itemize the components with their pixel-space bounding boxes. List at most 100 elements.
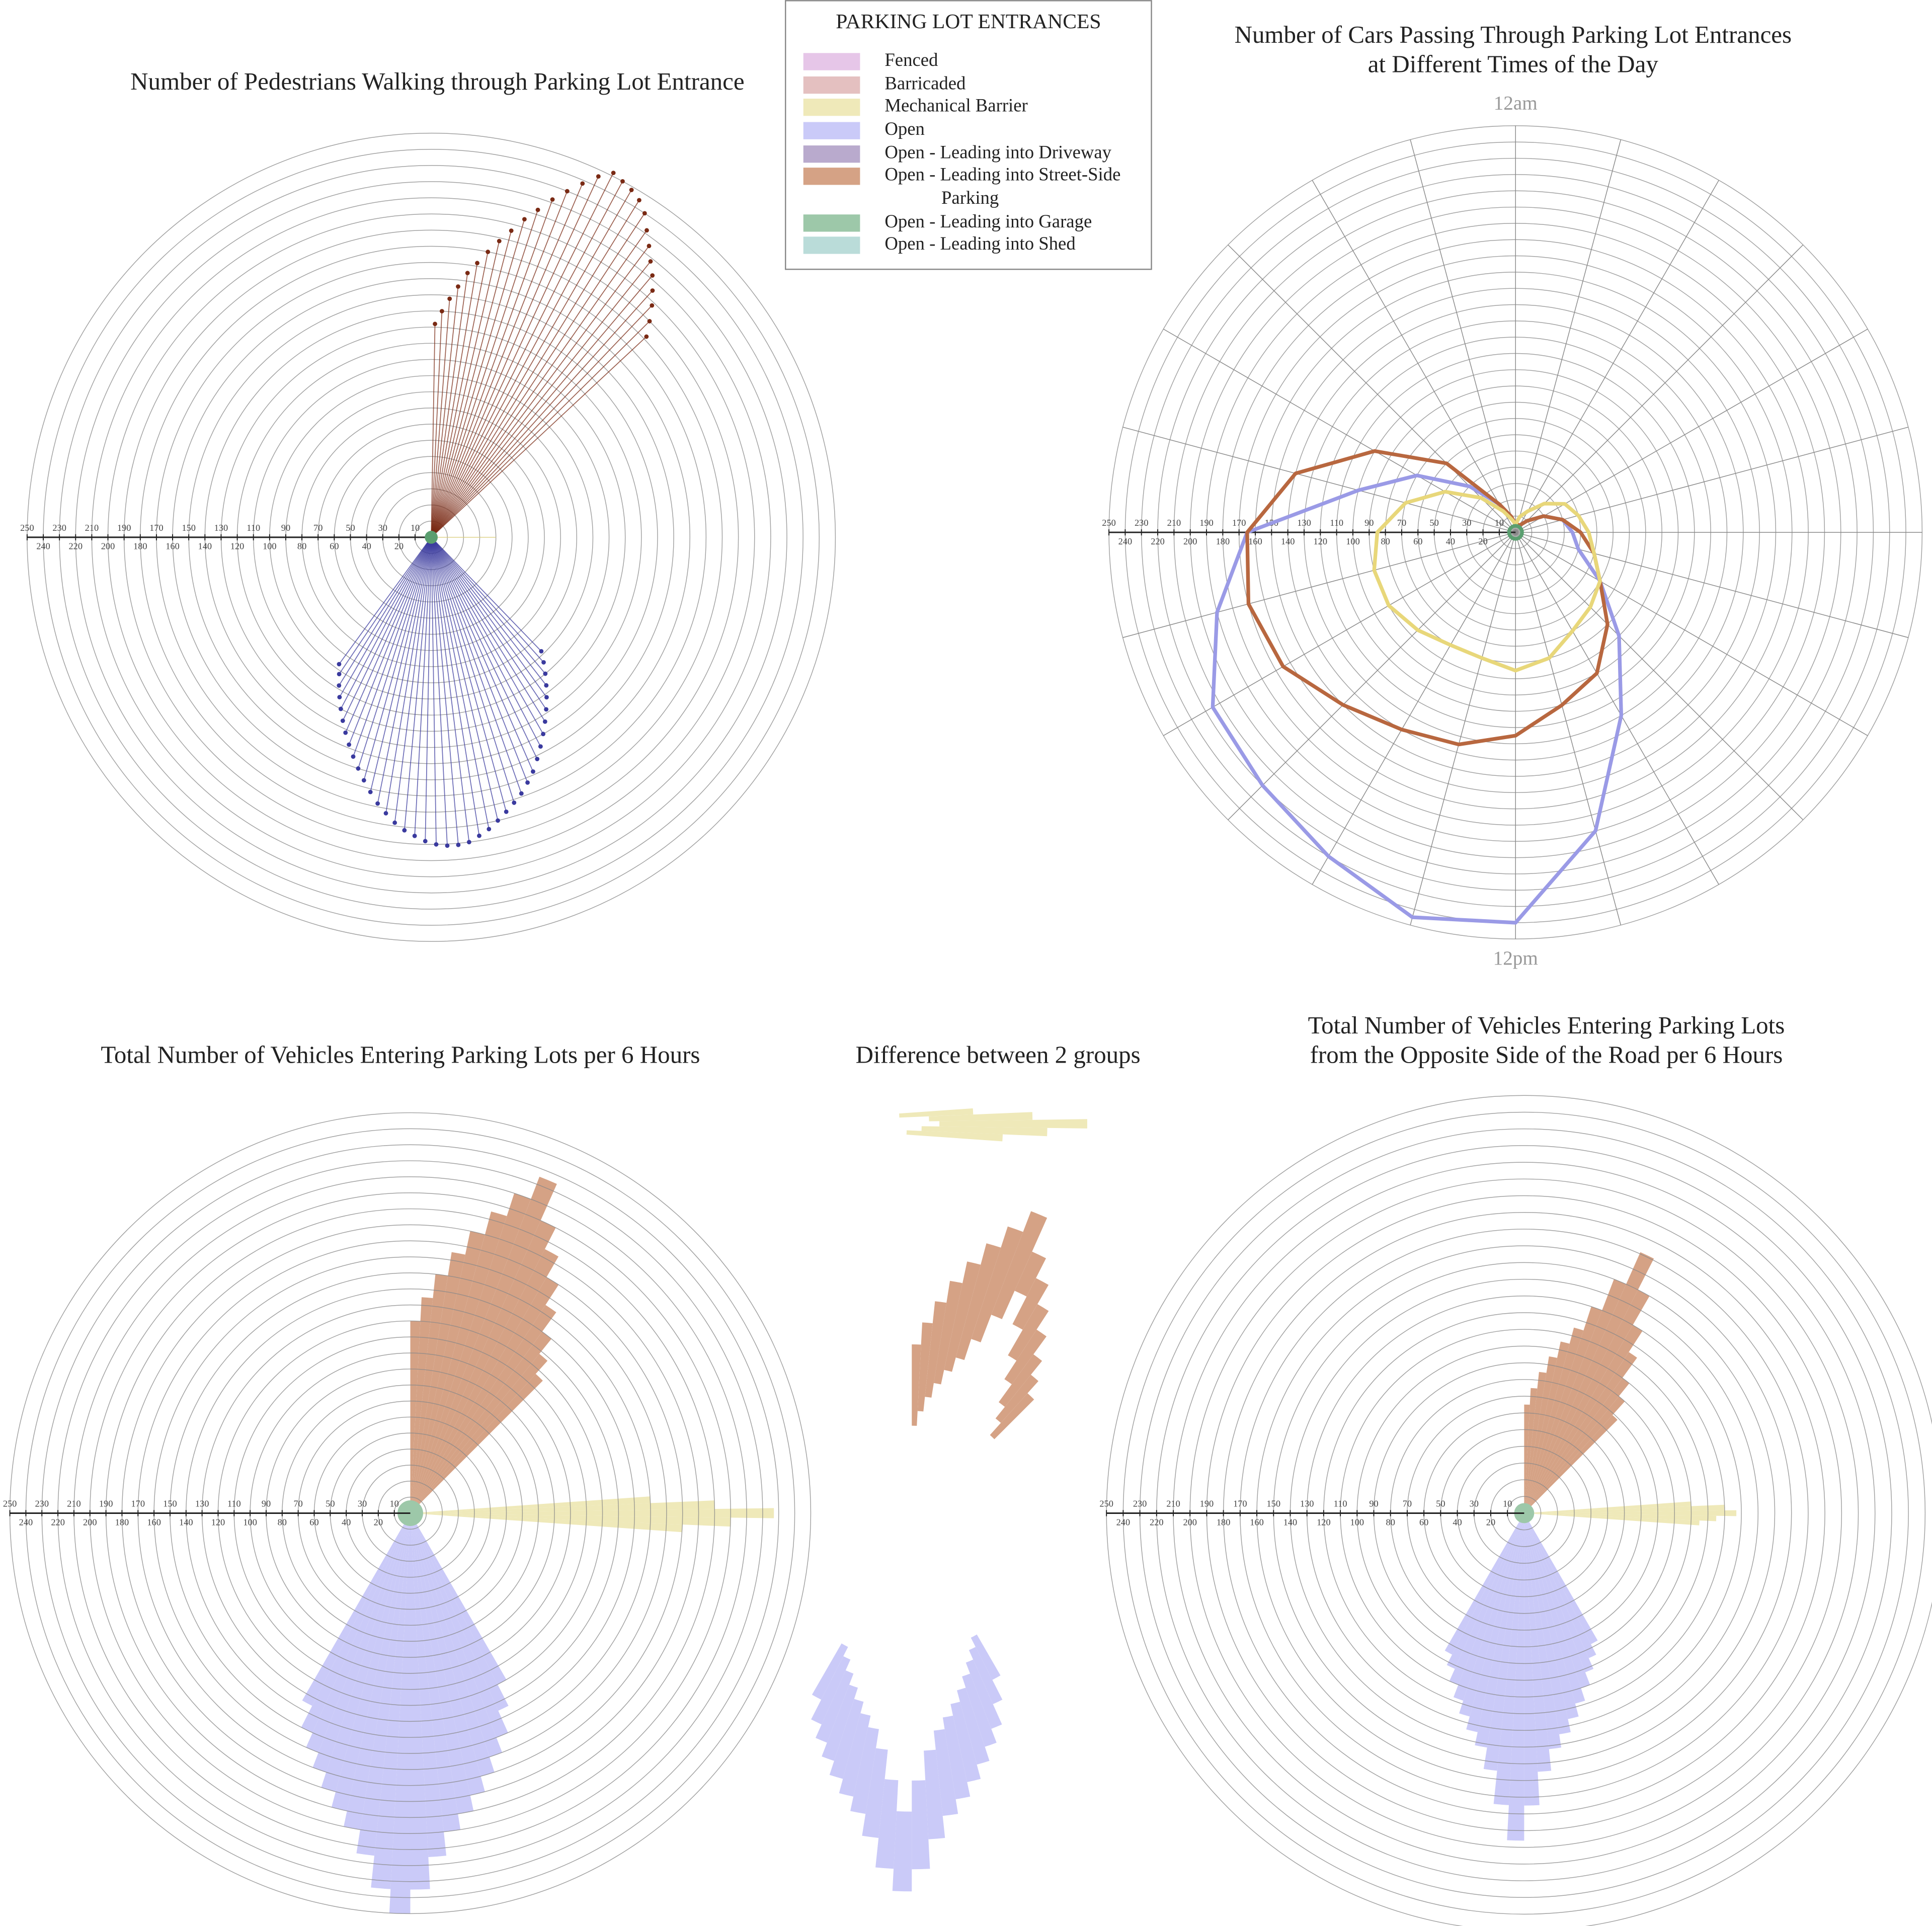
ray: [425, 537, 432, 841]
ray-dot: [351, 754, 356, 759]
angle-label: 12pm: [1493, 947, 1538, 969]
ray-dot: [340, 718, 345, 723]
ray: [431, 320, 650, 538]
difference-band: [925, 1301, 947, 1398]
wedge: [1444, 1513, 1524, 1655]
wedge: [1524, 1513, 1562, 1749]
wedge: [1524, 1306, 1602, 1513]
wedge: [410, 1231, 485, 1513]
wedge: [410, 1496, 651, 1513]
r-tick-label: 140: [1281, 536, 1295, 546]
wedge: [306, 1513, 411, 1753]
spoke: [1515, 427, 1909, 533]
ray: [431, 298, 450, 537]
ray-dot: [337, 672, 342, 677]
r-tick-label: 110: [247, 523, 260, 533]
ray-dot: [392, 820, 397, 825]
ray-dot: [337, 695, 342, 699]
wedge: [1524, 1513, 1571, 1734]
r-tick-label: 160: [166, 541, 180, 551]
r-tick-label: 140: [1283, 1517, 1298, 1527]
r-tick-label: 210: [67, 1499, 81, 1509]
ray-dot: [544, 695, 549, 700]
difference-band: [906, 1130, 1003, 1142]
ray-dot: [648, 259, 653, 264]
r-tick-label: 100: [263, 541, 277, 551]
ray-dot: [447, 296, 452, 301]
spoke: [1122, 532, 1516, 638]
ray-dot: [412, 833, 417, 838]
r-tick-label: 170: [131, 1499, 145, 1509]
difference-band: [944, 1261, 981, 1372]
r-tick-label: 220: [68, 541, 83, 551]
r-tick-label: 170: [149, 523, 164, 533]
ray-dot: [539, 649, 544, 654]
ray-dot: [647, 319, 652, 324]
r-tick-label: 180: [115, 1517, 129, 1527]
r-tick-label: 250: [20, 523, 34, 533]
ray: [339, 537, 432, 698]
legend-label: Barricaded: [884, 73, 965, 94]
r-tick-label: 90: [262, 1499, 271, 1509]
r-tick-label: 220: [1151, 536, 1165, 546]
wedge: [301, 1513, 411, 1733]
difference-band: [921, 1126, 1048, 1137]
r-tick-label: 60: [309, 1517, 318, 1527]
r-tick-label: 140: [179, 1517, 193, 1527]
r-tick-label: 80: [297, 541, 306, 551]
spoke: [1515, 245, 1804, 533]
wedge: [1524, 1513, 1590, 1688]
wedge: [410, 1513, 430, 1890]
ray: [431, 246, 650, 538]
ray-dot: [650, 273, 655, 278]
difference-band: [899, 1108, 974, 1118]
ray: [431, 191, 568, 538]
ray-dot: [496, 818, 500, 823]
wedge: [410, 1513, 485, 1796]
difference-band: [912, 1344, 921, 1426]
difference-band: [933, 1280, 963, 1385]
wedge: [410, 1211, 507, 1513]
ray-dot: [512, 800, 517, 805]
difference-band: [957, 1688, 990, 1765]
ray: [431, 219, 525, 538]
wedge: [410, 1513, 508, 1738]
ray: [431, 537, 490, 830]
legend-swatch: [803, 168, 860, 185]
ray-dot: [611, 171, 616, 176]
r-tick-label: 90: [1364, 518, 1374, 528]
ray: [431, 286, 459, 537]
difference-band: [924, 1749, 945, 1839]
r-tick-label: 20: [374, 1517, 383, 1527]
ray: [431, 311, 443, 537]
r-tick-label: 60: [330, 541, 339, 551]
ray-dot: [487, 827, 492, 832]
spoke: [1312, 180, 1516, 533]
r-tick-label: 200: [1183, 1517, 1197, 1527]
r-tick-label: 40: [362, 541, 371, 551]
ray-dot: [519, 791, 524, 796]
ray: [394, 537, 432, 823]
wedge: [1524, 1396, 1625, 1513]
r-tick-label: 80: [1381, 536, 1390, 546]
ray: [431, 537, 547, 686]
r-tick-label: 100: [1346, 536, 1360, 546]
difference-band: [939, 1119, 1087, 1129]
difference-band: [995, 1375, 1038, 1423]
ray-dot: [434, 842, 439, 847]
difference-band: [998, 1354, 1042, 1407]
wedge: [1524, 1356, 1557, 1513]
ray: [431, 290, 653, 538]
ray: [431, 273, 468, 537]
ray: [431, 537, 515, 803]
r-tick-label: 50: [1436, 1499, 1445, 1509]
r-tick-label: 160: [1250, 1517, 1264, 1527]
legend-label: Mechanical Barrier: [884, 95, 1027, 116]
ray: [431, 537, 544, 735]
spoke: [1515, 139, 1622, 533]
ray: [431, 537, 538, 759]
r-tick-label: 180: [1216, 536, 1230, 546]
ray: [358, 537, 432, 769]
ray: [431, 336, 647, 538]
wedge: [1493, 1513, 1524, 1805]
